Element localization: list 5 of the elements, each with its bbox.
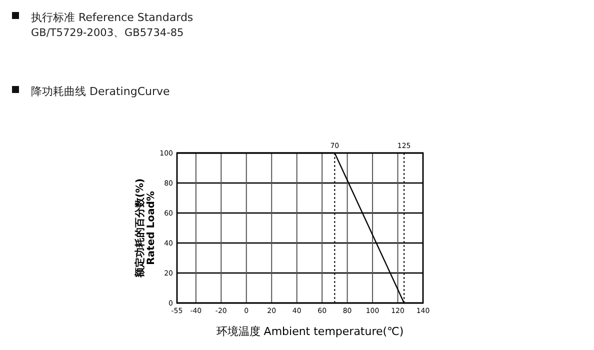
y-axis-title: 额定功耗的百分数(%) Rated Load% <box>134 178 157 279</box>
text: 执行标准 Reference Standards <box>31 11 194 24</box>
chart-title: 降功耗曲线 DeratingCurve <box>31 85 170 98</box>
text: GB/T5729-2003、GB5734-85 <box>31 27 184 39</box>
x-axis-title: 环境温度 Ambient temperature(℃) <box>216 325 404 338</box>
